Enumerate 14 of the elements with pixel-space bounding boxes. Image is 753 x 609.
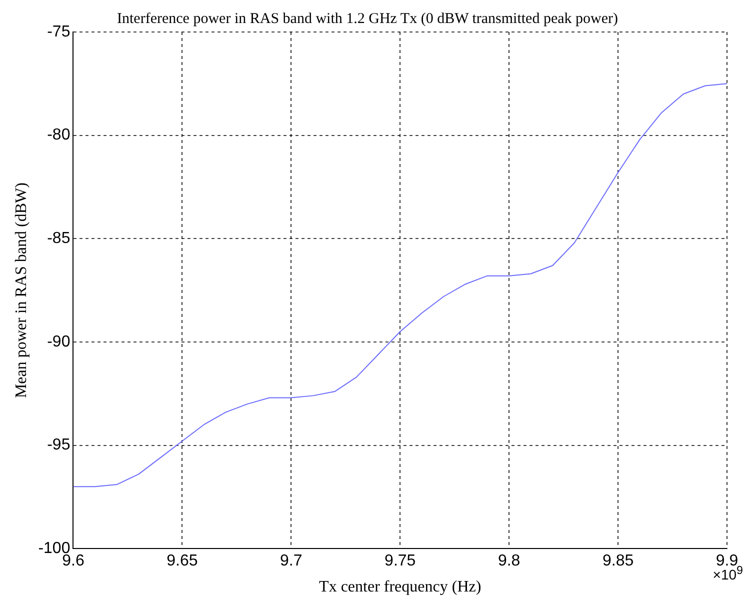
y-axis-title: Mean power in RAS band (dBW) xyxy=(12,182,30,398)
x-tick-label: 9.8 xyxy=(498,552,520,570)
y-tick-label: -75 xyxy=(47,23,70,40)
x-tick-label: 9.9 xyxy=(716,552,738,570)
x-tick-label: 9.7 xyxy=(280,552,302,570)
y-tick-label: -85 xyxy=(47,230,70,248)
y-tick-label: -80 xyxy=(47,126,70,144)
y-tick-label: -90 xyxy=(47,333,70,350)
x-tick-label: 9.85 xyxy=(602,552,634,570)
x-tick-label: 9.75 xyxy=(384,552,416,570)
y-tick-label: -95 xyxy=(47,436,70,454)
chart-title: Interference power in RAS band with 1.2 GHz Tx (0 dBW transmitted peak power) xyxy=(117,10,618,27)
x-axis-title: Tx center frequency (Hz) xyxy=(319,578,482,596)
x-tick-label: 9.65 xyxy=(166,552,198,570)
